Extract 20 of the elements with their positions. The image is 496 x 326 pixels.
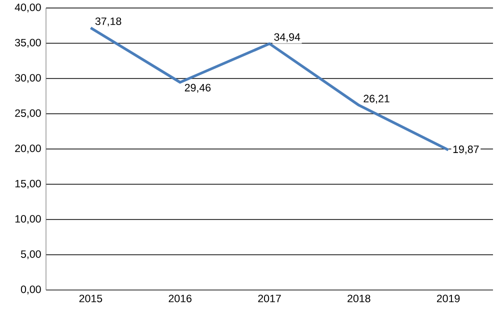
y-tick-label: 0,00 (20, 286, 41, 294)
y-tick-label: 15,00 (15, 180, 41, 189)
y-tick-label: 10,00 (15, 215, 41, 224)
x-tick-label: 2018 (348, 294, 370, 302)
data-label: 37,18 (95, 17, 122, 26)
data-label: 29,46 (184, 84, 211, 93)
y-tick-label: 30,00 (14, 74, 41, 83)
y-tick-label: 40,00 (14, 4, 41, 12)
y-tick-label: 25,00 (15, 109, 41, 118)
y-tick-label: 5,00 (20, 250, 41, 260)
data-label: 26,21 (364, 94, 390, 104)
data-label: 19,87 (453, 146, 479, 154)
data-label: 34,94 (274, 33, 300, 42)
x-tick-label: 2016 (168, 294, 192, 302)
line-series (89, 26, 450, 152)
x-tick-label: 2019 (436, 294, 460, 302)
y-tick-label: 20,00 (15, 144, 41, 154)
y-tick-label: 35,00 (14, 38, 41, 48)
x-tick-label: 2017 (258, 294, 281, 302)
x-tick-label: 2015 (79, 294, 102, 302)
